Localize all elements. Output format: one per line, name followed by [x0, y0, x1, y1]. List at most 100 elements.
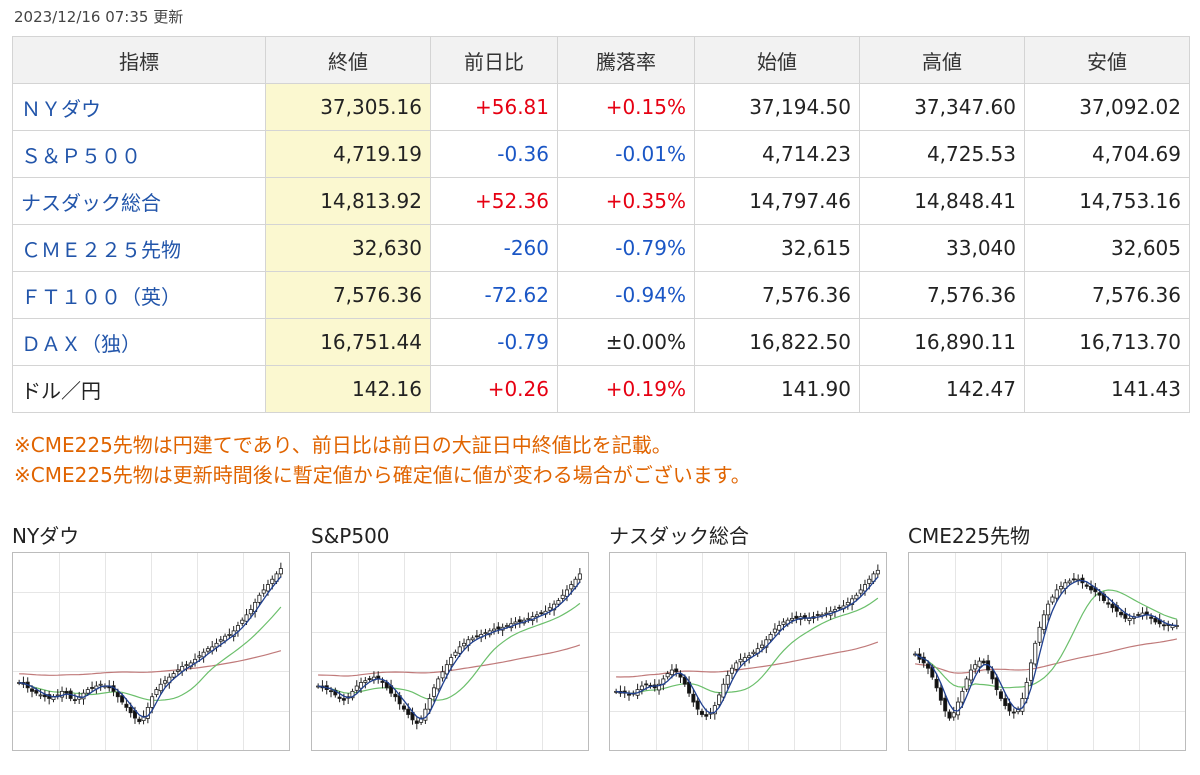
- chart-title: NYダウ: [12, 524, 80, 548]
- open-value: 14,797.46: [694, 177, 860, 225]
- low-value: 37,092.02: [1024, 83, 1190, 131]
- mini-chart[interactable]: [12, 552, 290, 751]
- chart-title: ナスダック総合: [609, 524, 749, 548]
- candle-body: [154, 689, 159, 695]
- candle-body: [401, 705, 406, 710]
- indicator-link[interactable]: ＮＹダウ: [21, 96, 101, 121]
- chart-card-cme225[interactable]: CME225先物: [908, 520, 1186, 751]
- candle-body: [449, 657, 454, 666]
- candle-body: [832, 609, 837, 612]
- candle-body: [926, 663, 931, 669]
- table-row: ドル／円 142.16 +0.26 +0.19% 141.90 142.47 141.43: [12, 365, 1190, 413]
- candle-body: [128, 706, 133, 714]
- candle-body: [977, 660, 982, 668]
- pct-change-value: +0.35%: [557, 177, 695, 225]
- indicator-link[interactable]: ナスダック総合: [21, 190, 161, 215]
- candle-body: [517, 619, 522, 623]
- candle-body: [947, 711, 952, 719]
- candle-body: [1050, 596, 1055, 603]
- candle-body: [380, 680, 385, 683]
- candle-body: [115, 692, 120, 698]
- chart-card-nasdaq[interactable]: ナスダック総合: [609, 520, 887, 751]
- candle-body: [354, 685, 359, 691]
- close-value: 4,719.19: [265, 130, 431, 178]
- candle-body: [938, 687, 943, 701]
- candle-body: [406, 708, 411, 715]
- candle-body: [55, 694, 60, 697]
- candle-body: [534, 614, 539, 618]
- candle-body: [1153, 618, 1158, 623]
- candle-body: [1097, 592, 1102, 596]
- note-line: ※CME225先物は更新時間後に暫定値から確定値に値が変わる場合がございます。: [14, 463, 751, 487]
- candle-body: [427, 698, 432, 710]
- candle-body: [569, 584, 574, 590]
- mini-chart[interactable]: [609, 552, 887, 751]
- indicator-label: ドル／円: [21, 378, 101, 403]
- candle-body: [90, 687, 95, 689]
- mini-chart[interactable]: [311, 552, 589, 751]
- chart-card-sp500[interactable]: S&P500: [311, 520, 589, 751]
- candle-body: [431, 687, 436, 697]
- indicator-cell: Ｓ＆Ｐ５００: [12, 130, 266, 178]
- candle-body: [781, 621, 786, 625]
- high-value: 7,576.36: [859, 271, 1025, 319]
- candle-body: [235, 625, 240, 632]
- candle-body: [665, 673, 670, 678]
- header-pct-change: 騰落率: [557, 36, 695, 84]
- open-value: 4,714.23: [694, 130, 860, 178]
- candle-body: [384, 682, 389, 689]
- candle-body: [751, 651, 756, 655]
- candle-body: [956, 701, 961, 716]
- table-row: Ｓ＆Ｐ５００ 4,719.19 -0.36 -0.01% 4,714.23 4,725.5…: [12, 130, 1190, 178]
- candle-body: [171, 673, 176, 678]
- mini-chart[interactable]: [908, 552, 1186, 751]
- mid-ma-line: [615, 597, 879, 694]
- candle-body: [729, 667, 734, 674]
- indicator-link[interactable]: ＤＡＸ（独）: [21, 331, 141, 356]
- close-value: 32,630: [265, 224, 431, 272]
- open-value: 141.90: [694, 365, 860, 413]
- change-value: -0.79: [430, 318, 558, 366]
- short-ma-line: [317, 581, 581, 720]
- indicator-cell: ＤＡＸ（独）: [12, 318, 266, 366]
- pct-change-value: -0.79%: [557, 224, 695, 272]
- candle-body: [278, 568, 283, 575]
- candle-body: [124, 703, 129, 708]
- candle-body: [1041, 614, 1046, 630]
- candle-body: [1003, 698, 1008, 707]
- candle-body: [42, 694, 47, 698]
- candle-body: [973, 664, 978, 670]
- mid-ma-line: [317, 602, 581, 701]
- candle-body: [1007, 703, 1012, 712]
- candle-body: [526, 618, 531, 620]
- candle-body: [1011, 711, 1016, 714]
- high-value: 142.47: [859, 365, 1025, 413]
- candle-body: [1127, 618, 1132, 621]
- chart-svg: [312, 553, 588, 750]
- chart-card-nydow[interactable]: NYダウ: [12, 520, 290, 751]
- table-row: ＣＭＥ２２５先物 32,630 -260 -0.79% 32,615 33,040 32,6…: [12, 224, 1190, 272]
- candle-body: [244, 614, 249, 622]
- indicator-cell: ＦＴ１００（英）: [12, 271, 266, 319]
- close-value: 7,576.36: [265, 271, 431, 319]
- candle-body: [393, 693, 398, 698]
- indicator-link[interactable]: ＦＴ１００（英）: [21, 284, 181, 309]
- indicator-link[interactable]: Ｓ＆Ｐ５００: [21, 143, 141, 168]
- long-ma-line: [616, 641, 879, 678]
- candle-body: [440, 671, 445, 679]
- candle-body: [738, 658, 743, 663]
- candle-body: [492, 628, 497, 632]
- candle-body: [1033, 642, 1038, 665]
- candle-body: [137, 718, 142, 723]
- indicator-link[interactable]: ＣＭＥ２２５先物: [21, 237, 181, 262]
- candle-body: [1084, 584, 1089, 587]
- header-indicator: 指標: [12, 36, 266, 84]
- high-value: 33,040: [859, 224, 1025, 272]
- candle-body: [64, 690, 69, 694]
- candle-body: [777, 625, 782, 631]
- low-value: 16,713.70: [1024, 318, 1190, 366]
- high-value: 14,848.41: [859, 177, 1025, 225]
- open-value: 16,822.50: [694, 318, 860, 366]
- candle-body: [363, 680, 368, 683]
- candle-body: [205, 648, 210, 652]
